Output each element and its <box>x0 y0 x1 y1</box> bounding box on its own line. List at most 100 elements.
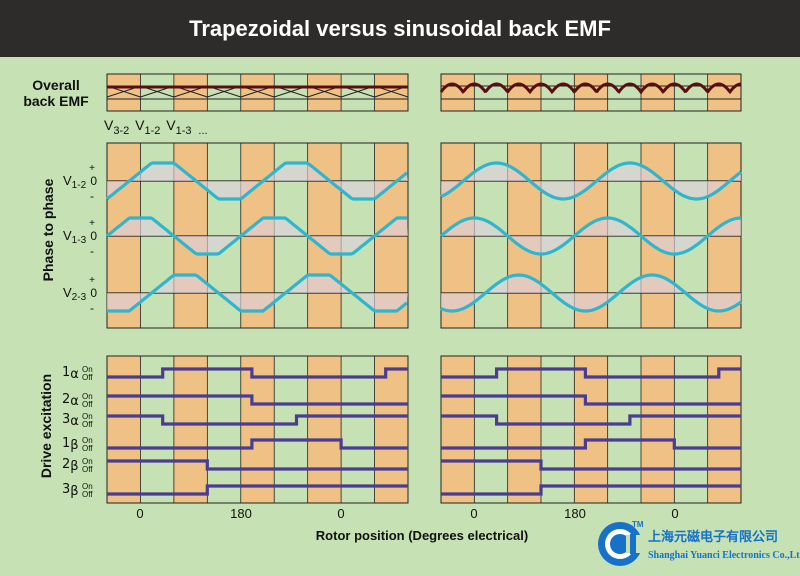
x-tick-180-right: 180 <box>564 506 586 521</box>
phase-waveform <box>440 161 742 201</box>
drive-signal <box>107 394 408 406</box>
phase-shade <box>441 275 741 311</box>
waveform-panels <box>106 73 742 504</box>
panel-right-stripe <box>707 356 742 503</box>
drive-signal <box>441 438 741 450</box>
drive-signal <box>107 459 408 471</box>
figure-title: Trapezoidal versus sinusoidal back EMF <box>189 15 611 41</box>
panel-right-stripe <box>707 74 742 111</box>
panel-right-stripe <box>507 74 542 111</box>
panel-right-stripe <box>474 74 509 111</box>
phase-seq-v12-sub: 1-2 <box>144 125 160 137</box>
panel-right-stripe <box>674 74 709 111</box>
panel-left-frame <box>106 73 409 112</box>
panel-left-stripe <box>173 356 208 503</box>
panel-right-stripe <box>607 74 642 111</box>
drive-row-name: 2α <box>62 392 79 409</box>
drive-off-label: Off <box>82 490 93 499</box>
logo-company-en: Shanghai Yuanci Electronics Co.,Ltd. <box>648 550 800 561</box>
panel-right-frame <box>440 355 742 504</box>
phase-seq-v12: V <box>135 117 145 133</box>
drive-signal <box>107 367 408 379</box>
panel-right-stripe <box>574 74 609 111</box>
logo-core <box>610 534 630 554</box>
panel-right-stripe <box>441 74 475 111</box>
phase-row-label: +V1-3 0- <box>63 218 97 258</box>
phase-seq-v13-sub: 1-3 <box>176 125 192 137</box>
drive-excitation-axis-label: Drive excitation <box>38 374 54 478</box>
phase-to-phase-axis-label: Phase to phase <box>40 178 56 281</box>
panel-left-stripe <box>274 356 309 503</box>
drive-off-label: Off <box>82 465 93 474</box>
x-tick-0-left: 0 <box>136 506 143 521</box>
panel-right-frame <box>440 73 742 112</box>
drive-signal <box>441 484 741 496</box>
drive-row-name: 2β <box>62 457 79 474</box>
drive-row-name: 3α <box>62 412 79 429</box>
panel-right-stripe <box>641 356 675 503</box>
drive-signal <box>107 414 408 426</box>
phase-shade <box>441 163 741 199</box>
panel-right-stripe <box>441 356 475 503</box>
panel-left-stripe <box>341 74 375 111</box>
phase-waveform <box>106 216 407 256</box>
phase-name-label: V1-2 <box>63 173 87 191</box>
phase-plus-label: + <box>89 218 95 229</box>
panel-left-stripe <box>107 74 141 111</box>
phase-waveform <box>440 273 742 313</box>
overall-label-line1: Overall <box>32 77 79 93</box>
phase-shade <box>107 163 408 199</box>
phase-waveform <box>107 273 408 313</box>
phase-row-label: +V2-3 0- <box>63 275 97 315</box>
phase-minus-label: - <box>90 301 94 315</box>
panel-left-frame <box>106 355 409 504</box>
phase-shade <box>441 218 741 254</box>
panel-left-stripe <box>207 356 242 503</box>
phase-minus-label: - <box>90 244 94 258</box>
phase-shade <box>107 275 408 311</box>
overall-envelope <box>439 82 742 95</box>
drive-on-label: On <box>82 457 93 466</box>
panel-right-stripe <box>607 356 642 503</box>
panel-left-stripe <box>374 356 409 503</box>
panel-left-stripe <box>140 74 175 111</box>
drive-signal <box>107 484 408 496</box>
drive-signal <box>441 394 741 406</box>
logo-i-bar <box>630 534 636 554</box>
panel-right-stripe <box>641 74 675 111</box>
company-logo: TM 上海元磁电子有限公司 Shanghai Yuanci Electronic… <box>596 517 800 571</box>
phase-seq-ellipsis: ... <box>198 125 207 137</box>
panel-right-stripe <box>541 74 575 111</box>
phase-name-label: V1-3 <box>63 228 87 246</box>
x-axis: 0 180 0 0 180 0 Rotor position (Degrees … <box>136 506 678 543</box>
panel-right-stripe <box>507 356 542 503</box>
drive-on-label: On <box>82 412 93 421</box>
phase-zero-label: 0 <box>90 229 97 243</box>
overall-label-line2: back EMF <box>23 93 89 109</box>
panel-left-stripe <box>173 74 208 111</box>
panel-left-stripe <box>240 74 275 111</box>
drive-off-label: Off <box>82 400 93 409</box>
drive-on-label: On <box>82 482 93 491</box>
phase-seq-v32: V <box>104 117 114 133</box>
drive-row-name: 1α <box>62 365 79 382</box>
panel-right-stripe <box>541 356 575 503</box>
panel-left-stripe <box>374 74 409 111</box>
phase-shade <box>107 218 408 254</box>
panel-left <box>106 73 409 504</box>
panel-left-stripe <box>307 356 342 503</box>
x-tick-0-right2: 0 <box>671 506 678 521</box>
phase-plus-label: + <box>89 163 95 174</box>
x-tick-0-right: 0 <box>470 506 477 521</box>
panel-left-stripe <box>140 356 175 503</box>
panel-left-stripe <box>107 356 141 503</box>
drive-signal <box>441 459 741 471</box>
phase-waveform <box>439 216 742 256</box>
phase-row-label: +V1-2 0- <box>63 163 97 203</box>
